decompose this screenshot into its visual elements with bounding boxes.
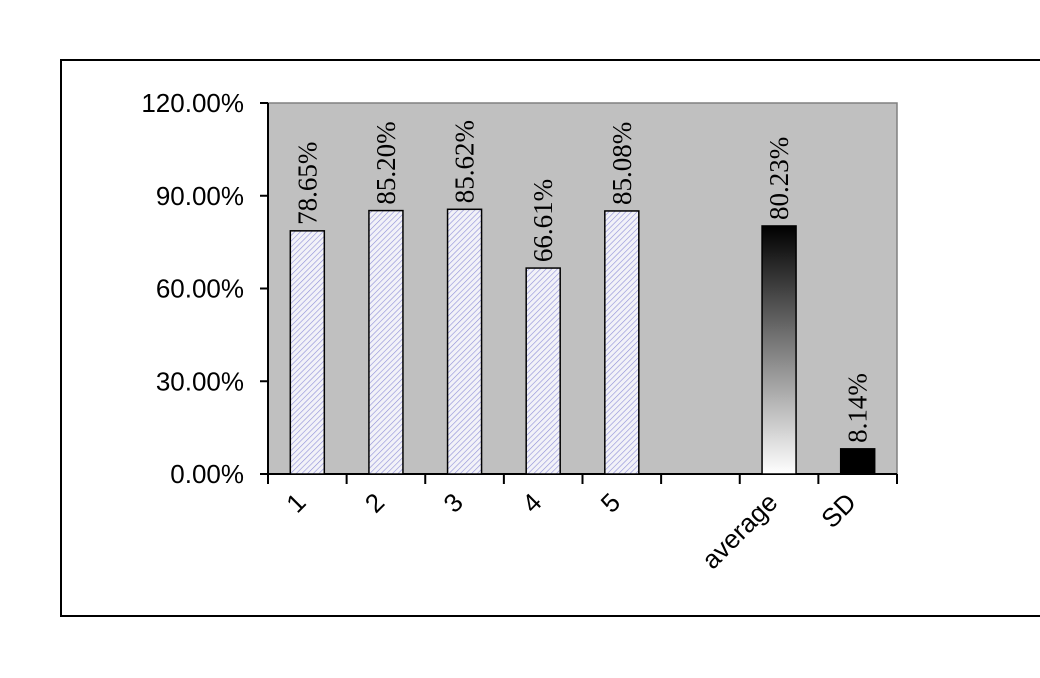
y-tick-label: 0.00% [170,459,244,489]
bar-1 [289,230,326,475]
y-axis: 0.00% 30.00% 60.00% 90.00% 120.00% [141,88,269,489]
data-label: 85.08% [607,122,637,205]
data-label: 8.14% [843,373,873,443]
data-label: 85.62% [450,120,480,203]
y-tick-label: 120.00% [141,88,244,118]
data-label: 85.20% [371,121,401,204]
data-labels: 78.65% 85.20% 85.62% 66.61% 85.08% 80.23% 8.14… [292,120,872,443]
data-label: 66.61% [528,179,558,262]
bar-average [761,225,797,475]
y-tick-label: 90.00% [156,181,244,211]
y-tick-label: 30.00% [156,366,244,396]
bars [289,208,876,475]
bar-SD [839,448,876,475]
plot-area [267,102,898,475]
bar-2 [368,209,404,475]
bar-4 [525,267,561,475]
data-label: 78.65% [292,142,322,225]
data-label: 80.23% [764,137,794,220]
bar-5 [604,210,640,475]
bar-3 [446,208,483,475]
y-tick-label: 60.00% [156,274,244,304]
